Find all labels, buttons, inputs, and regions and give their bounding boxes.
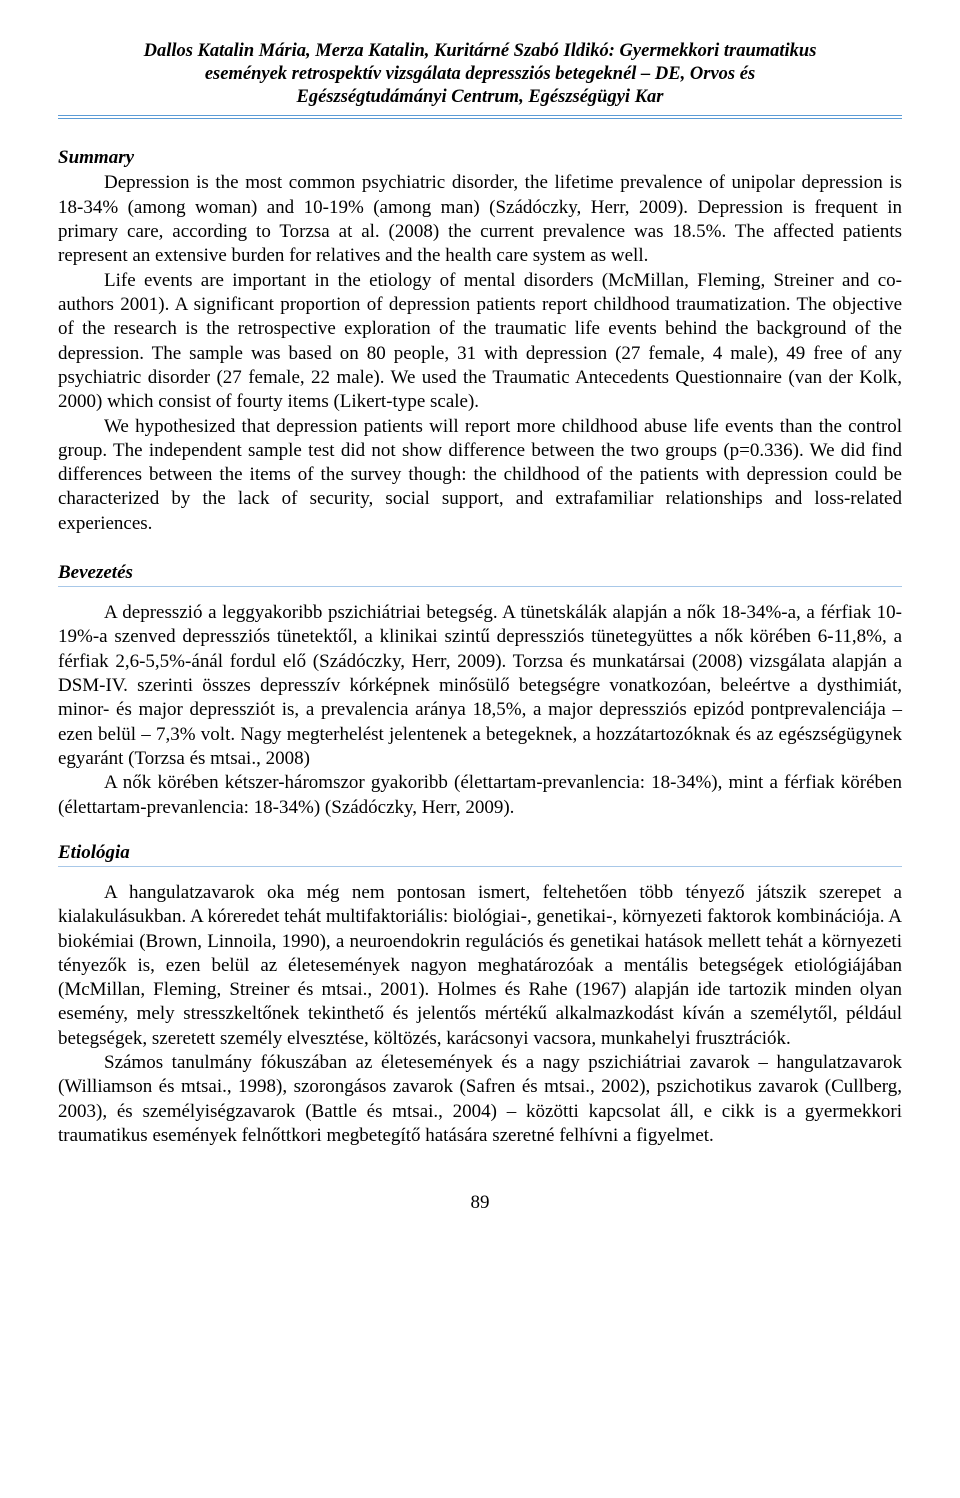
- summary-body: Depression is the most common psychiatri…: [58, 171, 902, 536]
- page-number: 89: [58, 1192, 902, 1214]
- section-rule-bevezetes: [58, 586, 902, 587]
- header-line-1: Dallos Katalin Mária, Merza Katalin, Kur…: [58, 40, 902, 63]
- document-page: Dallos Katalin Mária, Merza Katalin, Kur…: [0, 0, 960, 1244]
- section-rule-etiologia: [58, 866, 902, 867]
- bevezetes-paragraph-1: A depresszió a leggyakoribb pszichiátria…: [58, 601, 902, 771]
- running-header: Dallos Katalin Mária, Merza Katalin, Kur…: [58, 40, 902, 109]
- bevezetes-body: A depresszió a leggyakoribb pszichiátria…: [58, 601, 902, 820]
- etiologia-paragraph-2: Számos tanulmány fókuszában az életesemé…: [58, 1051, 902, 1148]
- section-title-etiologia: Etiológia: [58, 842, 902, 864]
- header-double-rule: [58, 115, 902, 119]
- header-line-2: események retrospektív vizsgálata depres…: [58, 63, 902, 86]
- section-title-summary: Summary: [58, 147, 902, 169]
- section-title-bevezetes: Bevezetés: [58, 562, 902, 584]
- etiologia-body: A hangulatzavarok oka még nem pontosan i…: [58, 881, 902, 1148]
- header-line-3: Egészségtudámányi Centrum, Egészségügyi …: [58, 86, 902, 109]
- summary-paragraph-3: We hypothesized that depression patients…: [58, 415, 902, 537]
- bevezetes-paragraph-2: A nők körében kétszer-háromszor gyakorib…: [58, 771, 902, 820]
- etiologia-paragraph-1: A hangulatzavarok oka még nem pontosan i…: [58, 881, 902, 1051]
- summary-paragraph-1: Depression is the most common psychiatri…: [58, 171, 902, 268]
- summary-paragraph-2: Life events are important in the etiolog…: [58, 269, 902, 415]
